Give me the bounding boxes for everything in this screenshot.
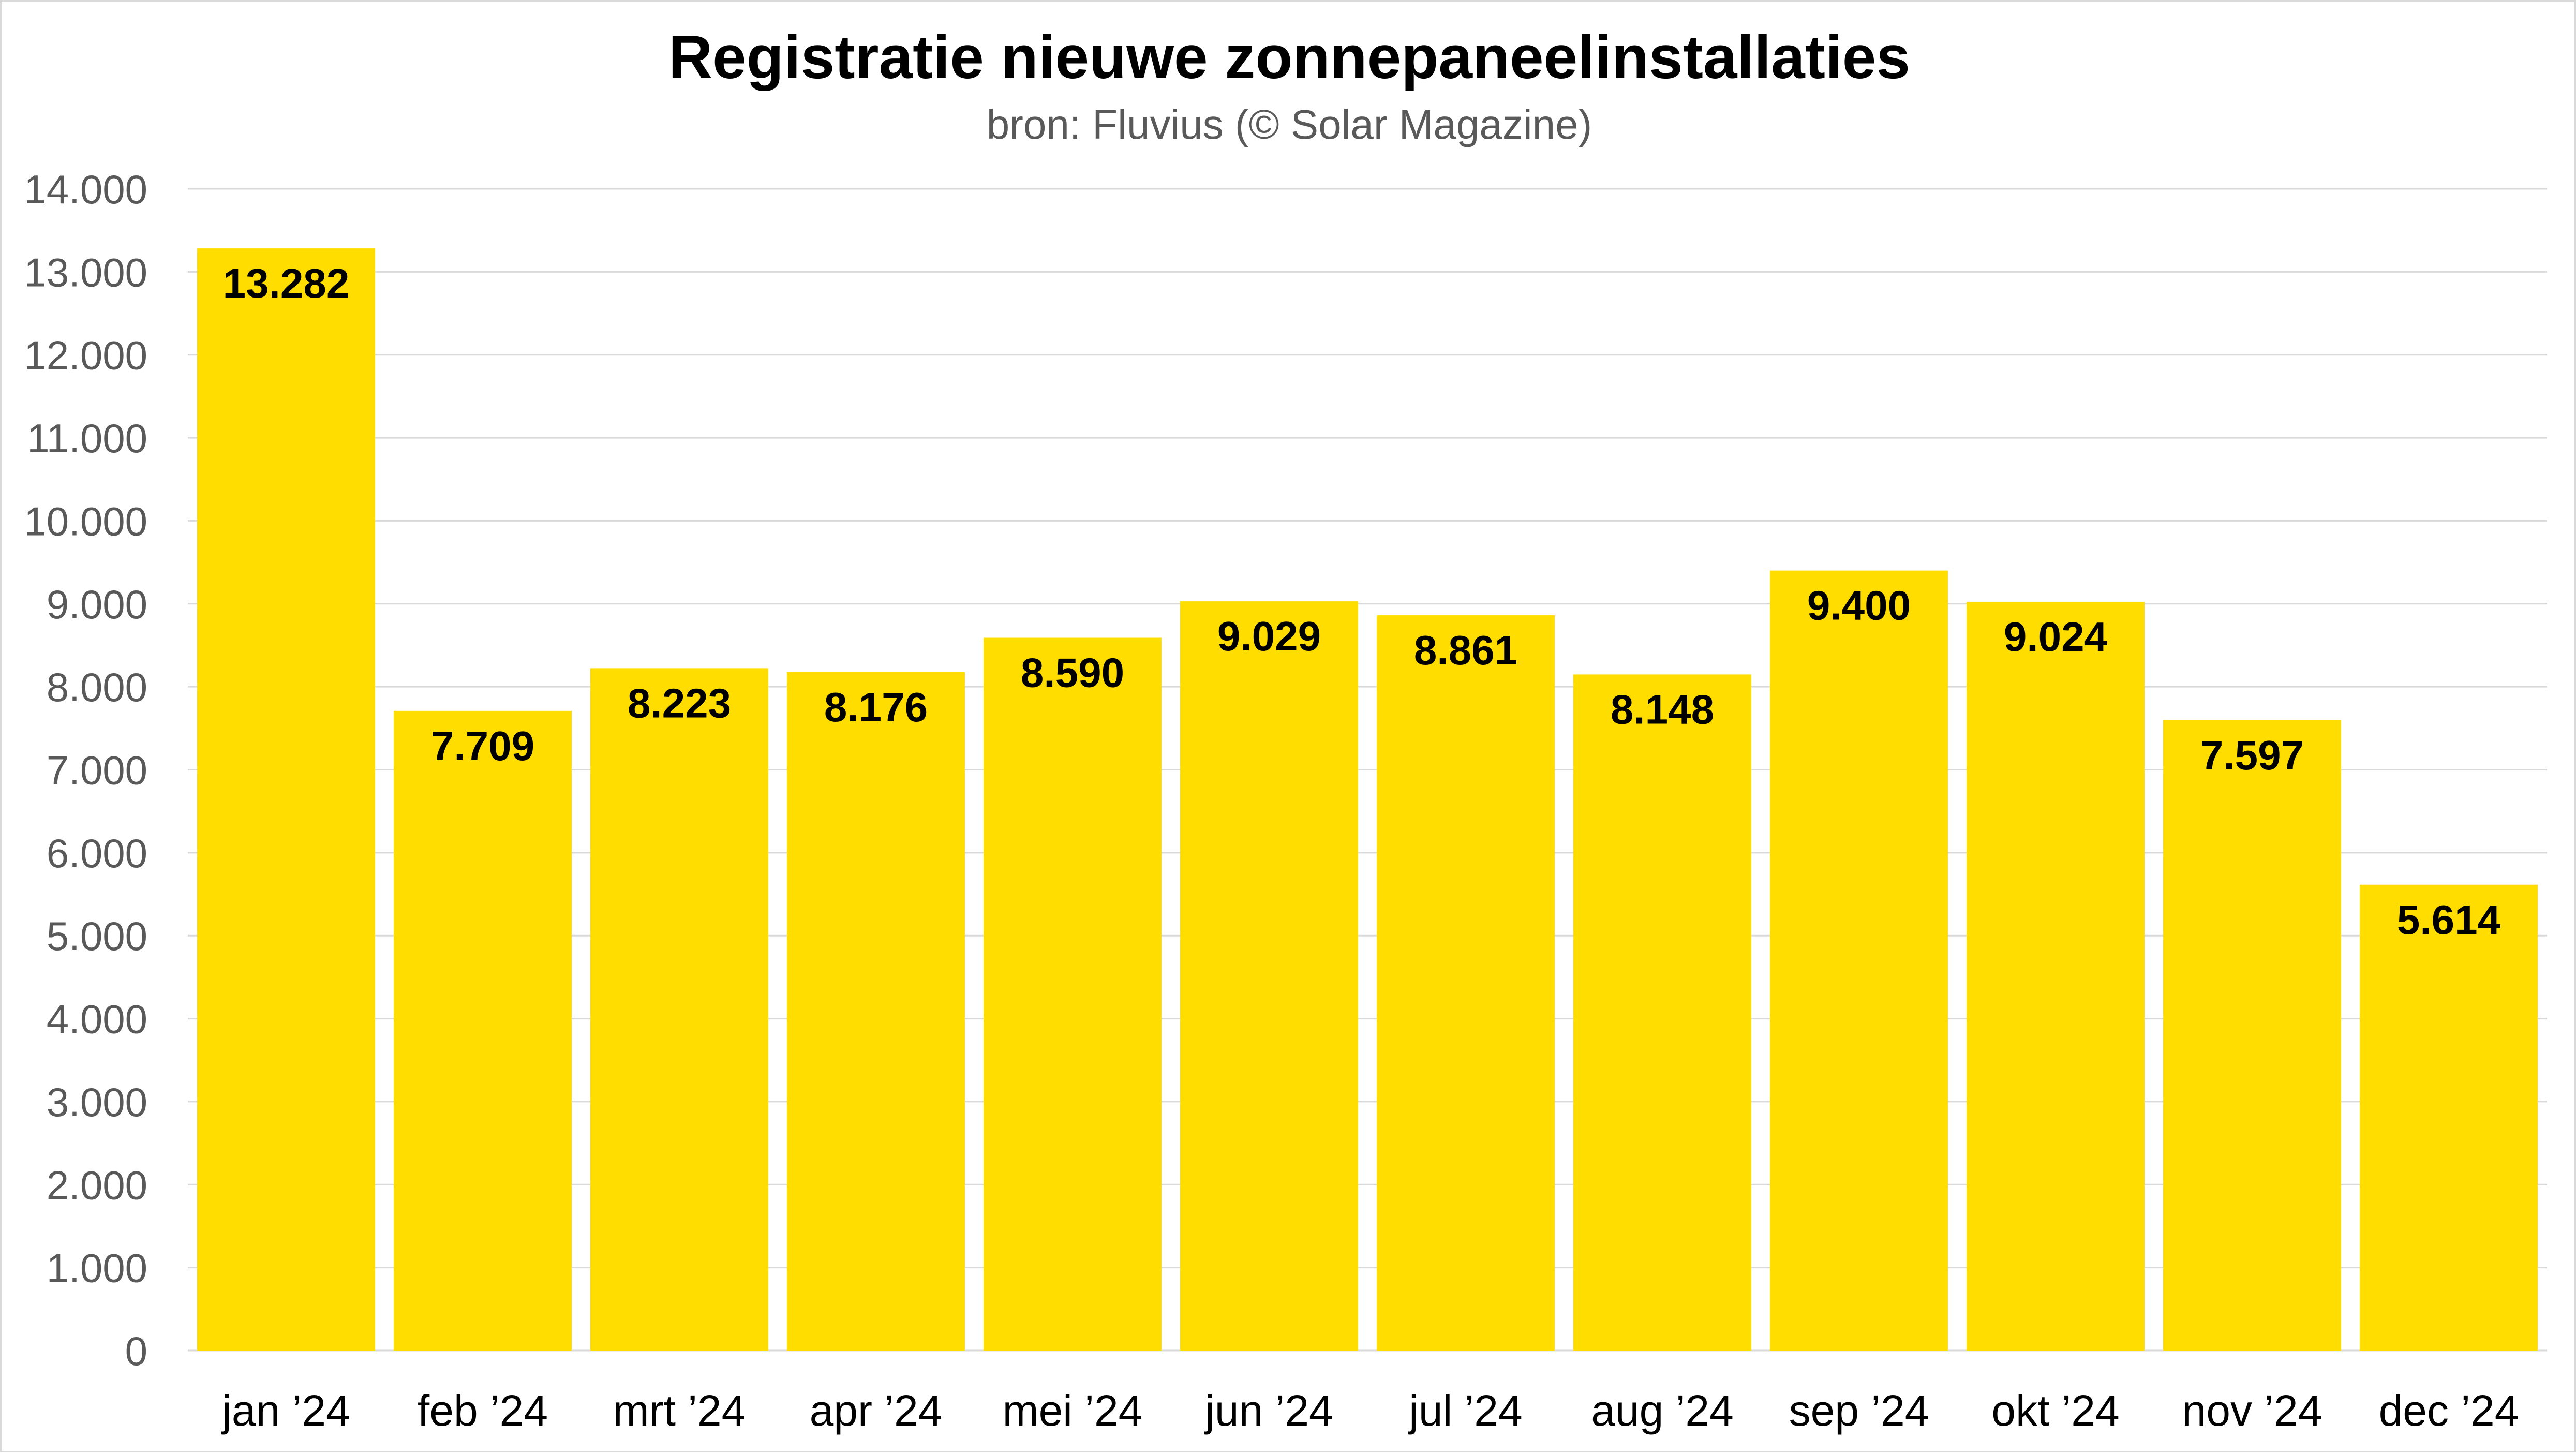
x-tick-label: mei ’24 [1003,1386,1143,1435]
y-tick-label: 7.000 [47,748,147,793]
y-tick-label: 13.000 [24,249,147,295]
bar-value-label: 9.400 [1807,583,1911,629]
bar-value-label: 9.024 [2004,614,2108,660]
bar [197,248,375,1351]
y-tick-label: 2.000 [47,1162,147,1208]
data-labels: 13.282 7.709 8.223 8.176 8.590 9.029 8.861 8.14… [223,260,2501,943]
bar-value-label: 9.029 [1217,613,1321,659]
x-axis: jan ’24 feb ’24 mrt ’24 apr ’24 mei ’24 jun ’… [220,1386,2519,1435]
bar-value-label: 7.597 [2200,732,2304,778]
bar [590,668,768,1351]
y-tick-label: 12.000 [24,333,147,378]
bar-value-label: 8.861 [1414,627,1517,673]
bar-value-label: 5.614 [2397,897,2501,943]
bar-value-label: 8.223 [628,680,731,726]
bar [1967,601,2145,1351]
y-tick-label: 1.000 [47,1245,147,1291]
x-tick-label: mrt ’24 [613,1386,746,1435]
x-tick-label: sep ’24 [1789,1386,1929,1435]
y-tick-label: 10.000 [24,498,147,544]
x-tick-label: jan ’24 [220,1386,350,1435]
x-tick-label: apr ’24 [810,1386,943,1435]
chart-subtitle: bron: Fluvius (© Solar Magazine) [987,101,1592,147]
y-tick-label: 6.000 [47,830,147,876]
y-tick-label: 5.000 [47,913,147,959]
bar [2360,884,2538,1351]
bar-value-label: 8.176 [824,684,928,730]
y-tick-label: 3.000 [47,1079,147,1125]
x-tick-label: aug ’24 [1591,1386,1734,1435]
bar-value-label: 7.709 [431,723,534,769]
bar [1573,674,1751,1351]
bars [197,248,2538,1351]
y-axis: 0 1.000 2.000 3.000 4.000 5.000 6.000 7.000 8.00… [24,167,147,1374]
bar [984,637,1162,1351]
x-tick-label: jun ’24 [1203,1386,1333,1435]
bar-value-label: 8.148 [1611,686,1714,732]
chart-title: Registratie nieuwe zonnepaneelinstallati… [668,23,1910,92]
x-tick-label: okt ’24 [1991,1386,2120,1435]
bar-value-label: 13.282 [223,260,350,306]
gridlines [188,188,2547,1352]
bar [1770,570,1948,1351]
x-tick-label: dec ’24 [2379,1386,2519,1435]
y-tick-label: 14.000 [24,167,147,212]
x-tick-label: jul ’24 [1407,1386,1522,1435]
bar [394,710,572,1351]
bar [2163,720,2341,1351]
y-tick-label: 8.000 [47,664,147,710]
bar [1180,601,1358,1351]
bar [1377,615,1555,1351]
y-tick-label: 11.000 [27,416,147,461]
x-tick-label: nov ’24 [2182,1386,2322,1435]
y-tick-label: 9.000 [47,582,147,627]
y-tick-label: 0 [125,1328,147,1374]
bar [787,672,965,1351]
x-tick-label: feb ’24 [418,1386,548,1435]
y-tick-label: 4.000 [47,997,147,1042]
bar-value-label: 8.590 [1021,650,1124,696]
